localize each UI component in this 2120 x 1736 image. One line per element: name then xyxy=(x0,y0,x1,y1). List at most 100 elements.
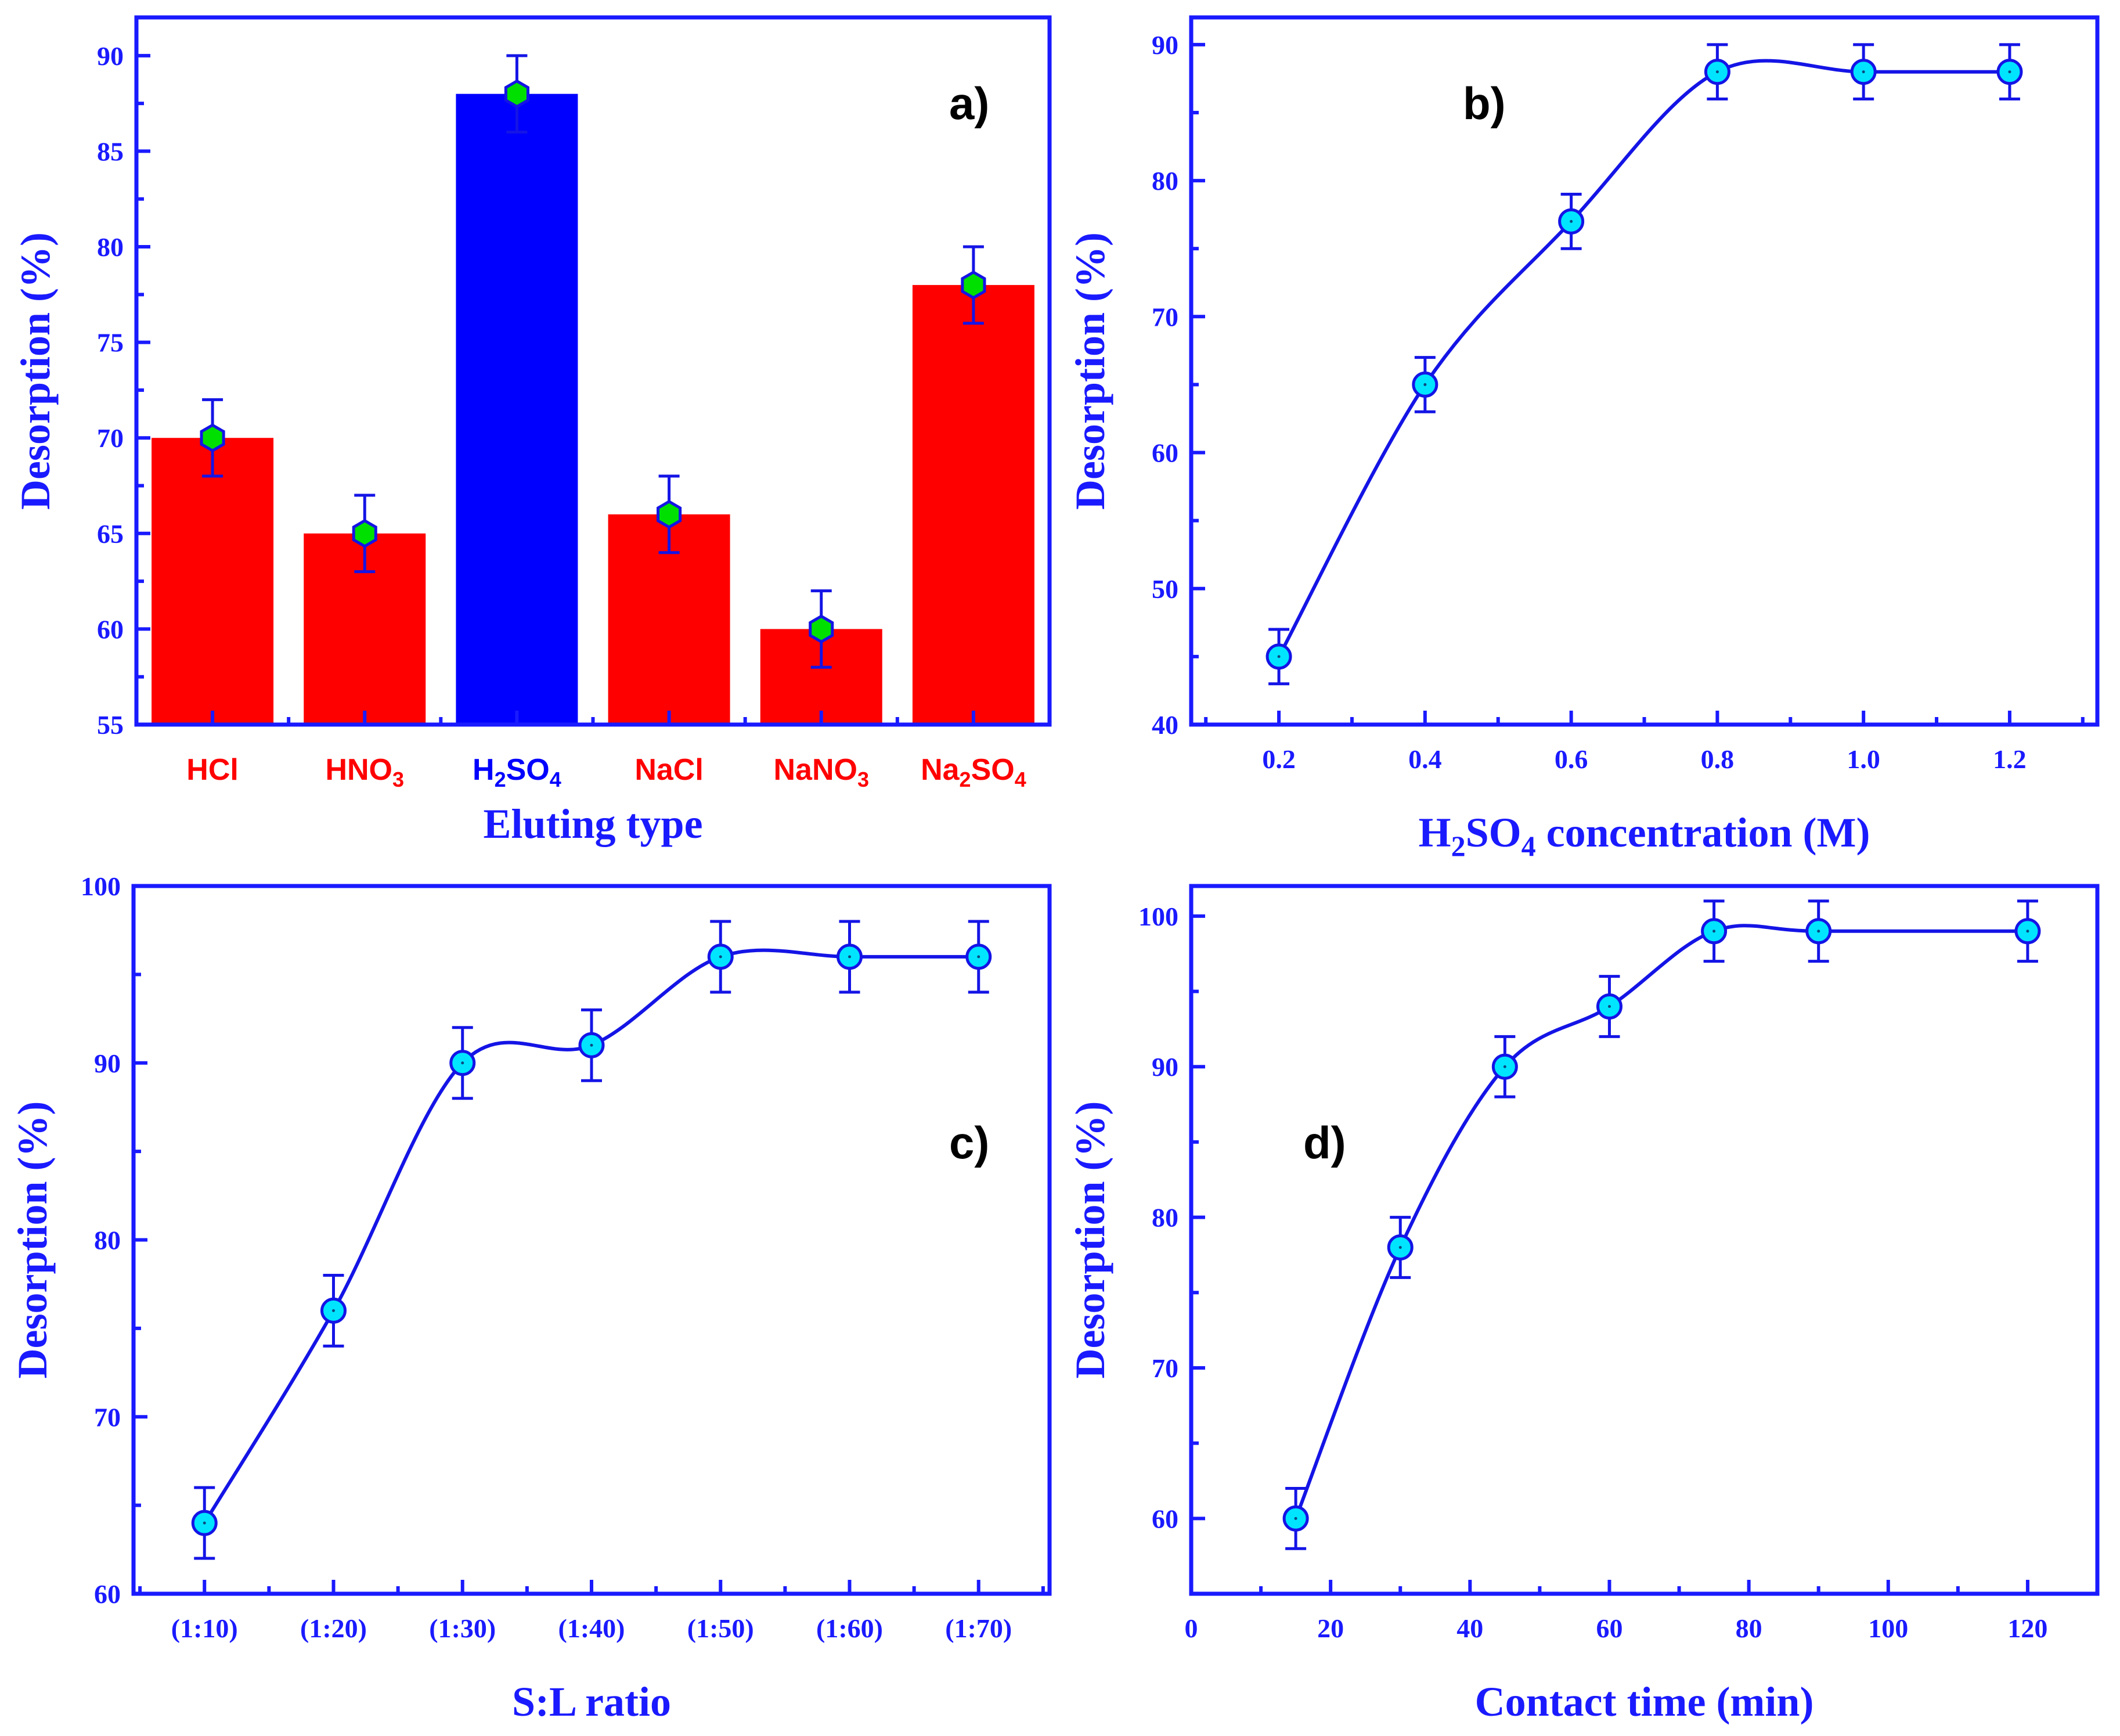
data-point-marker xyxy=(200,423,225,453)
label-subscript: 3 xyxy=(392,768,404,791)
panel-c: 60 70 80 90 100 Desorption (%) c) (1:10) (1:20) (… xyxy=(9,871,1052,1725)
label-subscript: 4 xyxy=(1015,768,1026,791)
label-tail: SO xyxy=(506,753,550,787)
x-category-label: H2SO4 xyxy=(473,753,561,791)
x-tick-label: 60 xyxy=(1596,1613,1623,1643)
x-axis-label: Contact time (min) xyxy=(1475,1679,1814,1725)
data-point-center xyxy=(1277,655,1281,658)
label-subscript: 4 xyxy=(550,768,561,791)
label-tail: concentration (M) xyxy=(1536,809,1870,856)
y-tick-label: 75 xyxy=(97,328,124,358)
data-point-marker xyxy=(352,518,377,548)
data-point-marker xyxy=(504,79,529,109)
y-tick-label: 80 xyxy=(1152,166,1178,196)
data-point-center xyxy=(461,1061,464,1065)
label-subscript: 3 xyxy=(857,768,869,791)
x-tick-label: (1:50) xyxy=(687,1613,754,1643)
y-tick-label: 70 xyxy=(1152,1353,1178,1383)
y-tick-label: 90 xyxy=(1152,1052,1178,1082)
x-tick-label: 1.2 xyxy=(1993,744,2027,774)
y-tick-label: 85 xyxy=(97,136,124,166)
label-subscript: 2 xyxy=(960,768,971,791)
data-point-center xyxy=(1862,70,1865,74)
label-mid: SO xyxy=(1466,809,1522,856)
series-line xyxy=(1294,924,2028,1519)
plot-frame xyxy=(1189,15,2100,727)
data-point-center xyxy=(1715,70,1719,74)
series-line xyxy=(1277,59,2010,658)
y-tick-label: 55 xyxy=(97,710,124,740)
y-tick-label: 70 xyxy=(1152,302,1178,332)
data-point-center xyxy=(590,1043,593,1047)
y-tick-label: 60 xyxy=(94,1579,121,1609)
label-base: HCl xyxy=(186,753,239,787)
label-base: H xyxy=(1419,809,1451,856)
label-base: H xyxy=(473,753,495,787)
data-point-center xyxy=(1398,1245,1402,1249)
y-tick-label: 40 xyxy=(1152,710,1178,740)
x-category-label: NaNO3 xyxy=(773,753,869,791)
y-axis-label: Desorption (%) xyxy=(12,232,59,510)
data-point-center xyxy=(1817,930,1820,933)
x-tick-label: 0.2 xyxy=(1262,744,1296,774)
x-tick-label: (1:20) xyxy=(300,1613,367,1643)
y-tick-label: 90 xyxy=(94,1049,121,1078)
label-base: Na xyxy=(921,753,960,787)
panel-a: 55 60 65 70 75 80 85 90 Desorption (%) a) HCl HNO3 H… xyxy=(12,15,1052,847)
panel-d: 60 70 80 90 100 Desorption (%) d) 0 20 40 60 80 100 1… xyxy=(1067,884,2100,1725)
data-point-center xyxy=(2026,930,2029,933)
y-tick-label: 100 xyxy=(1138,902,1178,931)
data-point-center xyxy=(848,955,852,959)
x-tick-label: 120 xyxy=(2007,1613,2047,1643)
x-tick-label: 1.0 xyxy=(1847,744,1880,774)
y-tick-label: 60 xyxy=(1152,1504,1178,1533)
label-subscript: 4 xyxy=(1522,830,1536,862)
x-tick-label: (1:40) xyxy=(558,1613,625,1643)
data-point-center xyxy=(1712,930,1716,933)
y-tick-label: 90 xyxy=(1152,30,1178,60)
y-tick-label: 70 xyxy=(97,423,124,453)
data-point-center xyxy=(1294,1517,1297,1520)
data-point-center xyxy=(719,955,722,959)
panel-label: a) xyxy=(949,78,989,129)
x-axis-label: H2SO4 concentration (M) xyxy=(1419,809,1870,862)
y-tick-label: 65 xyxy=(97,519,124,549)
y-tick-label: 60 xyxy=(1152,438,1178,468)
data-point-center xyxy=(977,955,980,959)
x-axis-label: Eluting type xyxy=(483,801,702,847)
bar-hcl xyxy=(152,438,274,723)
y-tick-label: 80 xyxy=(97,232,124,262)
data-point-center xyxy=(331,1309,335,1312)
y-tick-label: 90 xyxy=(97,41,124,71)
x-tick-label: 0.4 xyxy=(1408,744,1442,774)
y-axis-label: Desorption (%) xyxy=(1067,1101,1113,1379)
x-tick-label: 100 xyxy=(1868,1613,1908,1643)
panel-label: c) xyxy=(949,1117,989,1168)
x-tick-label: 0.6 xyxy=(1555,744,1588,774)
label-base: NaNO xyxy=(773,753,857,787)
x-tick-label: (1:30) xyxy=(429,1613,496,1643)
y-tick-label: 80 xyxy=(1152,1203,1178,1233)
x-tick-label: 0.8 xyxy=(1701,744,1735,774)
x-category-label: NaCl xyxy=(634,753,703,787)
label-subscript: 2 xyxy=(1451,830,1466,862)
data-point-center xyxy=(1503,1065,1506,1068)
label-base: NaCl xyxy=(634,753,703,787)
data-point-center xyxy=(1423,383,1427,386)
x-category-label: HNO3 xyxy=(325,753,404,791)
data-point-center xyxy=(1607,1004,1611,1008)
y-tick-label: 50 xyxy=(1152,574,1178,604)
panel-b: 40 50 60 70 80 90 Desorption (%) b) 0.2 0.4 0.6 0.8… xyxy=(1067,15,2100,862)
label-subscript: 2 xyxy=(495,768,506,791)
bar-na2so4 xyxy=(912,284,1034,723)
y-tick-label: 100 xyxy=(81,871,121,901)
x-tick-label: 40 xyxy=(1456,1613,1483,1643)
y-tick-label: 60 xyxy=(97,614,124,644)
data-point-center xyxy=(2008,70,2011,74)
x-category-label: HCl xyxy=(186,753,239,787)
label-tail: SO xyxy=(971,753,1015,787)
x-tick-label: 20 xyxy=(1317,1613,1344,1643)
y-tick-label: 80 xyxy=(94,1226,121,1255)
bar-h2so4 xyxy=(456,93,578,723)
